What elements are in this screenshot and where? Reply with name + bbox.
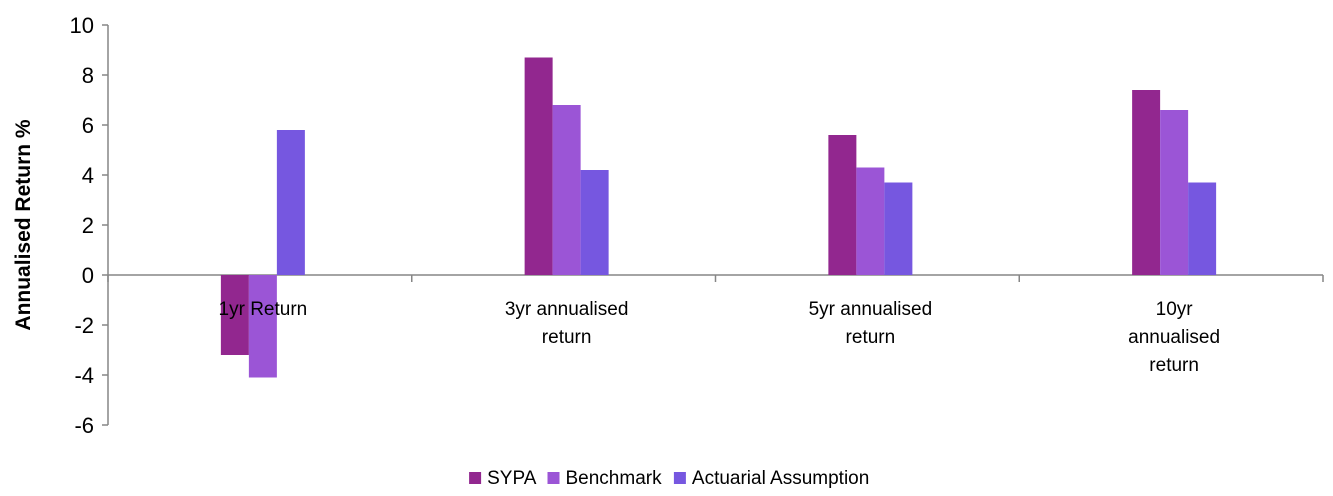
- category-label: 1yr Return: [219, 299, 308, 320]
- legend: SYPA Benchmark Actuarial Assumption: [469, 468, 869, 489]
- y-tick-label: 2: [82, 213, 94, 238]
- bars: [220, 57, 1217, 378]
- y-axis: -6 -4 -2 0 2 4 6 8 10: [70, 13, 109, 438]
- legend-swatch: [547, 472, 560, 484]
- bar-benchmark: [856, 167, 885, 275]
- legend-label: SYPA: [487, 468, 537, 489]
- bar-actuarial-assumption: [884, 182, 913, 275]
- category-label: return: [542, 327, 592, 348]
- legend-label: Benchmark: [566, 468, 663, 489]
- bar-benchmark: [1160, 110, 1189, 275]
- bar-sypa: [828, 135, 857, 275]
- y-tick-label: 4: [82, 163, 94, 188]
- category-labels: 1yr Return 3yr annualised return 5yr annual…: [219, 299, 1221, 376]
- bar-sypa: [1132, 90, 1161, 275]
- bar-sypa: [220, 275, 249, 355]
- bar-benchmark: [248, 275, 277, 378]
- category-label: return: [846, 327, 896, 348]
- category-label: 3yr annualised: [505, 299, 629, 320]
- bar-actuarial-assumption: [580, 170, 609, 275]
- bar-actuarial-assumption: [276, 130, 305, 275]
- legend-label: Actuarial Assumption: [692, 468, 869, 489]
- legend-swatch: [673, 472, 686, 484]
- bar-actuarial-assumption: [1188, 182, 1217, 275]
- category-label: 5yr annualised: [809, 299, 933, 320]
- category-label: return: [1149, 355, 1199, 376]
- bar-benchmark: [552, 105, 581, 275]
- y-tick-label: -6: [74, 413, 94, 438]
- y-tick-label: 8: [82, 63, 94, 88]
- y-tick-label: 10: [70, 13, 94, 38]
- y-tick-label: -4: [74, 363, 94, 388]
- x-axis: [107, 274, 1324, 282]
- category-label: 10yr: [1156, 299, 1194, 320]
- legend-swatch: [469, 472, 482, 484]
- y-axis-title: Annualised Return %: [12, 119, 35, 331]
- bar-sypa: [524, 57, 553, 275]
- y-tick-label: 0: [82, 263, 94, 288]
- y-tick-label: -2: [74, 313, 94, 338]
- category-label: annualised: [1128, 327, 1220, 348]
- y-tick-label: 6: [82, 113, 94, 138]
